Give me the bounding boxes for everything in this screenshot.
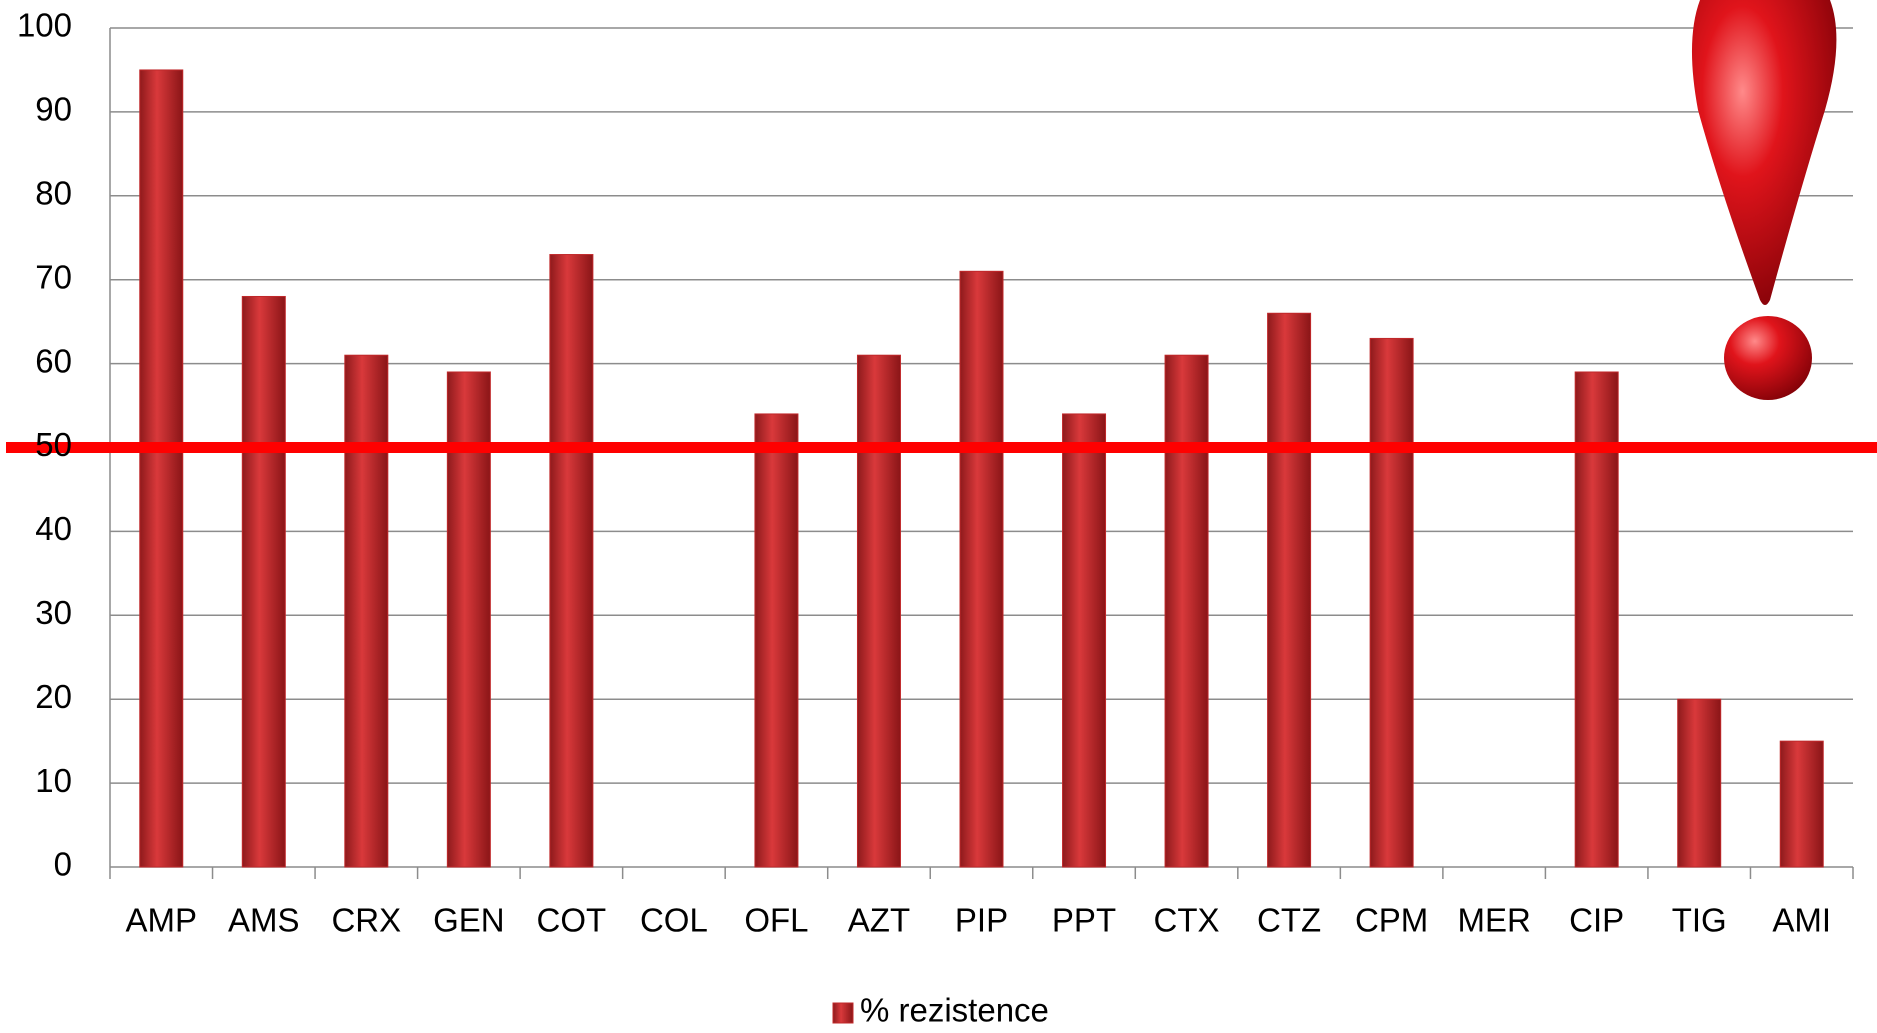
x-tick-label: GEN bbox=[433, 902, 505, 939]
exclamation-drop bbox=[1692, 0, 1836, 305]
x-tick-label: PIP bbox=[955, 902, 1008, 939]
bar bbox=[1780, 741, 1823, 867]
bar bbox=[857, 355, 900, 867]
x-tick-label: CPM bbox=[1355, 902, 1428, 939]
x-tick-label: AMP bbox=[126, 902, 198, 939]
bar bbox=[345, 355, 388, 867]
y-tick-label: 100 bbox=[17, 7, 72, 44]
x-tick-label: COT bbox=[537, 902, 607, 939]
bars bbox=[140, 70, 1823, 867]
bar bbox=[550, 255, 593, 867]
y-tick-label: 30 bbox=[35, 594, 72, 631]
x-tick-label: AMI bbox=[1772, 902, 1831, 939]
y-tick-label: 60 bbox=[35, 342, 72, 379]
bar bbox=[960, 271, 1003, 867]
exclamation-dot bbox=[1724, 316, 1812, 400]
labels: 0 10 20 30 40 50 60 70 80 90 100 AMP AMS CRX GEN COT COL… bbox=[17, 7, 1831, 1028]
x-tick-label: MER bbox=[1457, 902, 1530, 939]
y-tick-label: 40 bbox=[35, 510, 72, 547]
x-tick-label: PPT bbox=[1052, 902, 1116, 939]
y-tick-label: 90 bbox=[35, 91, 72, 128]
x-tick-label: COL bbox=[640, 902, 708, 939]
x-tick-label: OFL bbox=[744, 902, 808, 939]
x-tick-label: AZT bbox=[848, 902, 910, 939]
x-tick-label: CRX bbox=[331, 902, 401, 939]
x-tick-label: AMS bbox=[228, 902, 300, 939]
legend-swatch bbox=[833, 1003, 853, 1023]
bar bbox=[140, 70, 183, 867]
bar bbox=[1370, 338, 1413, 867]
y-tick-label: 70 bbox=[35, 258, 72, 295]
y-tick-label: 80 bbox=[35, 175, 72, 212]
bar bbox=[1063, 414, 1106, 867]
exclamation-icon bbox=[1692, 0, 1836, 400]
bar bbox=[1165, 355, 1208, 867]
bar bbox=[755, 414, 798, 867]
legend-label: % rezistence bbox=[860, 992, 1049, 1028]
x-tick-label: CTX bbox=[1154, 902, 1220, 939]
page: 0 10 20 30 40 50 60 70 80 90 100 AMP AMS CRX GEN COT COL… bbox=[0, 0, 1877, 1033]
y-tick-label: 50 bbox=[35, 426, 72, 463]
bar bbox=[1268, 313, 1311, 867]
bar bbox=[1678, 699, 1721, 867]
x-tick-label: CTZ bbox=[1257, 902, 1321, 939]
y-tick-label: 0 bbox=[54, 846, 72, 883]
bar bbox=[242, 296, 285, 867]
x-tick-label: TIG bbox=[1672, 902, 1727, 939]
y-tick-label: 20 bbox=[35, 678, 72, 715]
chart: 0 10 20 30 40 50 60 70 80 90 100 AMP AMS CRX GEN COT COL… bbox=[0, 0, 1877, 1028]
y-tick-label: 10 bbox=[35, 762, 72, 799]
x-tick-label: CIP bbox=[1569, 902, 1624, 939]
